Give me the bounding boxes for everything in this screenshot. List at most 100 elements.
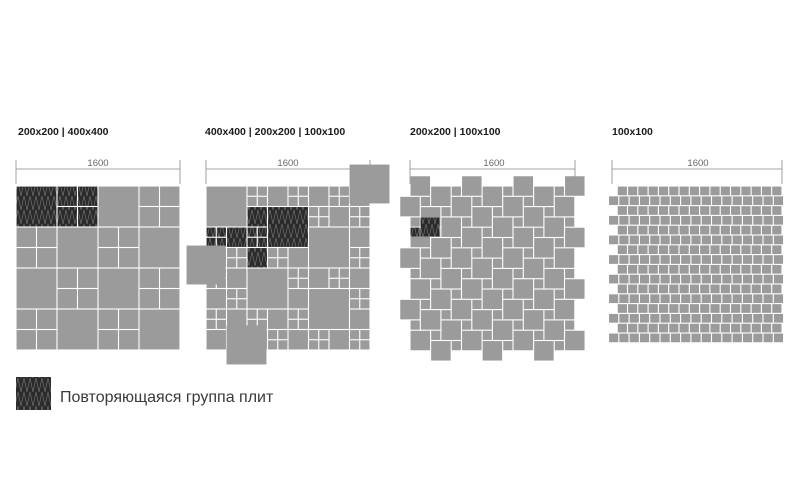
tile (247, 186, 257, 196)
tile (732, 235, 742, 245)
tile (670, 313, 681, 323)
tile (761, 284, 772, 294)
tile (492, 310, 503, 320)
repeating-group-swatch-icon (16, 377, 51, 410)
tile (319, 330, 329, 340)
tile (751, 186, 761, 196)
tile (773, 255, 784, 264)
tile (712, 235, 722, 245)
tile (628, 206, 638, 215)
tile (350, 258, 360, 268)
tile (523, 207, 544, 227)
tile (629, 235, 639, 245)
tile (329, 330, 349, 350)
tile (309, 217, 319, 227)
tile (534, 186, 554, 207)
tile (639, 333, 650, 343)
tile (650, 196, 660, 206)
tile (689, 186, 700, 196)
tile (309, 340, 319, 350)
tile (742, 255, 753, 264)
tile (410, 320, 420, 330)
tile (732, 333, 742, 343)
tile (658, 323, 669, 333)
tile (78, 289, 98, 309)
tile (350, 289, 360, 299)
tile (565, 268, 575, 279)
tile (691, 215, 701, 225)
tile (722, 255, 732, 264)
tile (731, 225, 741, 235)
tile (628, 323, 638, 333)
tile (629, 313, 639, 323)
tile (681, 255, 691, 264)
tile (492, 217, 513, 237)
tile (431, 330, 441, 340)
tile (216, 309, 226, 319)
tile (617, 245, 627, 255)
tile (247, 268, 288, 309)
tile (773, 235, 784, 245)
tile-layouts (16, 164, 784, 365)
repeat-group-tile (78, 186, 98, 206)
tile (629, 294, 639, 304)
tile (701, 333, 711, 343)
tile (741, 284, 751, 294)
tile (761, 245, 772, 255)
tile (360, 340, 370, 350)
tile (710, 264, 720, 274)
tile (617, 264, 627, 274)
tile (523, 258, 544, 279)
tile (658, 304, 669, 313)
tile (669, 284, 679, 294)
tile (689, 225, 700, 235)
tile (350, 309, 370, 329)
repeat-group-tile (216, 227, 226, 237)
tile (669, 206, 679, 215)
tile (670, 215, 681, 225)
tile (689, 323, 700, 333)
tile (472, 299, 482, 310)
tile (700, 304, 710, 313)
tile (278, 258, 288, 268)
tile (742, 235, 753, 245)
tile (268, 330, 278, 340)
tile (619, 333, 629, 343)
tile (700, 206, 710, 215)
tile (206, 309, 216, 319)
tile (710, 206, 720, 215)
tile (772, 186, 782, 196)
tile (639, 215, 650, 225)
tile (658, 225, 669, 235)
tile (741, 186, 751, 196)
tile (629, 215, 639, 225)
tile (722, 333, 732, 343)
tile (689, 245, 700, 255)
tile (554, 238, 564, 248)
tile (660, 274, 670, 284)
tile (503, 341, 513, 351)
tile (629, 255, 639, 264)
tile (554, 341, 564, 351)
tile (319, 207, 329, 217)
tile (742, 274, 753, 284)
tile (670, 333, 681, 343)
tile (731, 264, 741, 274)
tile (554, 248, 575, 268)
tile (503, 289, 513, 299)
tile (565, 217, 575, 227)
tile (309, 289, 349, 329)
overhang-tile (186, 245, 226, 285)
tile (119, 227, 139, 247)
tile (78, 268, 98, 288)
repeat-group-tile (420, 217, 440, 237)
tile (679, 264, 689, 274)
tile (268, 186, 288, 206)
tile (247, 319, 257, 329)
tile (288, 186, 298, 196)
tile (139, 207, 159, 227)
tile (720, 206, 730, 215)
tile (691, 274, 701, 284)
tile (670, 274, 681, 284)
tile (565, 320, 575, 330)
